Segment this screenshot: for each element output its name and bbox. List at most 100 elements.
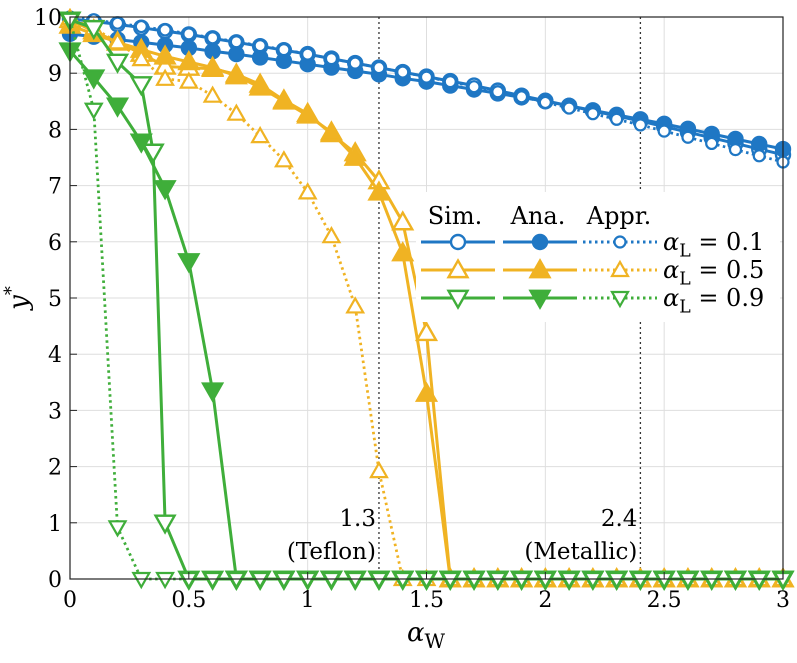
data-point-marker [511, 571, 532, 590]
data-point-marker [251, 49, 269, 66]
data-point-marker [586, 107, 600, 121]
data-point-marker [129, 76, 153, 97]
data-point-marker [319, 120, 344, 141]
data-point-marker [491, 85, 505, 99]
data-point-marker [725, 571, 746, 590]
data-point-marker [277, 42, 291, 57]
y-tick-label: 10 [34, 6, 62, 31]
data-point-marker [202, 85, 223, 103]
data-point-marker [226, 571, 247, 590]
y-tick-label: 8 [48, 118, 62, 143]
data-point-marker [606, 571, 627, 590]
data-point-marker [107, 32, 128, 50]
data-point-marker [228, 45, 245, 63]
data-point-marker [250, 125, 271, 144]
data-point-marker [372, 60, 386, 75]
data-point-marker [443, 75, 457, 89]
legend-header: Ana. [510, 202, 566, 230]
data-point-marker [158, 23, 172, 37]
x-tick-label: 3 [776, 588, 790, 613]
data-point-marker [446, 258, 470, 279]
y-tick-label: 1 [48, 512, 62, 537]
data-point-marker [348, 56, 362, 70]
data-point-marker [440, 571, 461, 590]
data-point-marker [446, 289, 470, 310]
data-point-marker [657, 124, 671, 138]
data-point-marker [562, 101, 576, 115]
legend-row-label-group: α_L = 0.5αL = 0.5 [663, 256, 764, 290]
axis-labels: α_WαW y*y* [1, 286, 446, 653]
y-tick-label: 9 [48, 62, 62, 87]
legend-header: Sim. [428, 202, 483, 230]
data-point-marker [678, 571, 698, 590]
data-point-marker [201, 55, 225, 76]
x-tick-label: 1 [301, 588, 315, 613]
data-point-marker [705, 136, 719, 151]
data-point-marker [272, 89, 296, 110]
data-point-marker [749, 571, 770, 590]
data-point-marker [414, 381, 439, 402]
legend-row-label-group: α_L = 0.1αL = 0.1 [663, 228, 764, 262]
data-point-marker [105, 97, 130, 118]
data-point-marker [107, 520, 128, 538]
y-tick-label: 6 [48, 231, 62, 256]
tick-labels: 0 0.5 1 1.5 2 2.5 3 0 1 2 3 4 5 6 7 8 9 10 [34, 6, 790, 613]
data-point-marker [414, 320, 439, 342]
legend-row-label-render: αL = 0.9 [663, 284, 764, 318]
data-point-marker [633, 118, 648, 132]
data-point-marker [630, 571, 651, 590]
data-point-marker [274, 150, 294, 168]
y-tick-label: 5 [48, 287, 62, 312]
data-point-marker [392, 571, 413, 590]
data-point-marker [153, 180, 177, 201]
data-point-marker [538, 95, 552, 110]
data-point-marker [297, 182, 318, 200]
data-point-marker [105, 53, 130, 74]
data-point-marker [391, 241, 415, 262]
data-point-marker [134, 19, 148, 34]
axes [69, 16, 784, 580]
y-tick-label: 7 [48, 175, 62, 200]
data-point-marker [582, 571, 603, 590]
data-point-marker [345, 296, 366, 314]
x-tick-label: 2 [538, 588, 552, 613]
data-point-marker [177, 50, 201, 71]
data-point-marker [528, 258, 552, 279]
data-point-marker [701, 571, 722, 590]
data-point-marker [728, 143, 743, 157]
data-point-marker [467, 80, 481, 94]
data-point-marker [369, 460, 389, 479]
y-tick-label: 0 [48, 568, 62, 593]
data-point-marker [206, 31, 220, 45]
legend-row-label-render: αL = 0.1 [663, 228, 764, 262]
data-point-marker [177, 253, 201, 274]
x-axis-label-group: α_WαW [407, 618, 446, 653]
data-point-marker [343, 145, 367, 166]
data-point-marker [321, 571, 342, 590]
y-axis-label-group: y*y* [1, 286, 34, 311]
y-tick-label: 4 [48, 343, 62, 368]
data-point-marker [531, 233, 549, 251]
data-point-marker [610, 112, 624, 126]
plot-frame [69, 16, 784, 580]
data-point-marker [226, 103, 247, 121]
data-point-marker [178, 71, 199, 89]
data-point-marker [250, 571, 271, 590]
reference-value-label: 1.3 [339, 506, 376, 532]
data-point-marker [751, 135, 768, 153]
data-point-marker [610, 290, 630, 309]
data-point-marker [391, 210, 415, 231]
reference-value-label: 2.4 [601, 506, 638, 532]
data-point-marker [367, 180, 391, 201]
y-tick-label: 2 [48, 456, 62, 481]
data-point-marker [528, 289, 552, 310]
data-point-marker [155, 68, 175, 86]
data-point-marker [610, 259, 630, 278]
x-axis-label-render: αW [407, 618, 446, 653]
data-point-marker [248, 75, 272, 96]
legend-background [416, 192, 780, 322]
data-point-marker [129, 133, 153, 154]
data-point-marker [301, 47, 315, 61]
reference-name-label: (Teflon) [287, 539, 376, 565]
